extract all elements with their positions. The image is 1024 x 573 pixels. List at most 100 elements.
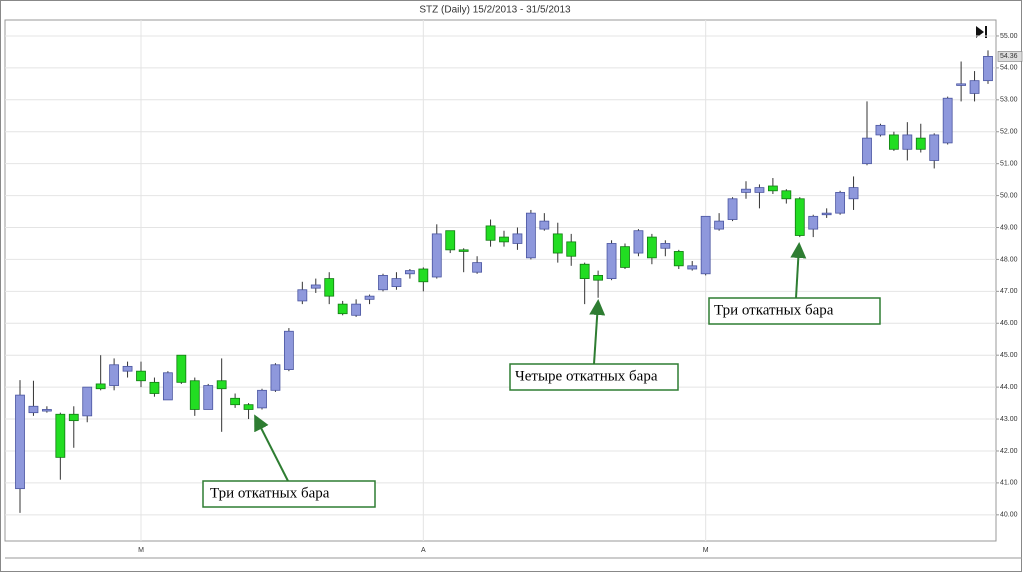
candle-body — [969, 80, 980, 94]
candle-body — [176, 354, 187, 383]
candle-body — [458, 249, 469, 252]
chart-title: STZ (Daily) 15/2/2013 - 31/5/2013 — [419, 5, 571, 16]
candles: 40.00 41.00 42.00 43.00 44.00 45.00 46.00 47.00… — [5, 20, 1023, 554]
candle-body — [472, 262, 483, 273]
candle-body — [283, 330, 294, 370]
candle-body — [646, 236, 657, 259]
y-tick-label: 54.00 — [1000, 65, 1018, 72]
last-price-label: 54.36 — [1000, 53, 1018, 60]
y-tick-label: 50.00 — [1000, 192, 1018, 199]
candle-body — [579, 263, 590, 279]
price-tag — [997, 51, 1023, 62]
candle-body — [203, 385, 214, 410]
candle-body — [297, 289, 308, 302]
candle-body — [82, 386, 93, 417]
y-tick-label: 53.00 — [1000, 97, 1018, 104]
candle-body — [378, 274, 388, 291]
candle-body — [781, 190, 792, 200]
candle-body — [902, 134, 913, 150]
annotation-text: Четыре откатных бара — [515, 368, 658, 384]
y-tick-label: 42.00 — [1000, 448, 1018, 455]
candle-body — [512, 233, 523, 244]
candle-body — [794, 198, 805, 236]
annotation-box — [708, 297, 881, 325]
candle-body — [808, 215, 819, 230]
candle-body — [136, 370, 146, 382]
arrow — [790, 242, 807, 299]
candle-body — [929, 134, 940, 161]
y-tick-label: 40.00 — [1000, 512, 1018, 519]
candle-body — [68, 413, 79, 422]
candle-body — [741, 188, 751, 193]
end-button[interactable] — [976, 26, 987, 38]
candle-body — [915, 137, 926, 150]
candle-body — [28, 405, 39, 414]
candle-body — [767, 185, 778, 192]
candle-body — [539, 220, 550, 230]
end-icon — [976, 26, 984, 38]
candle-body — [862, 137, 872, 165]
candle-body — [983, 55, 993, 82]
candle-body — [620, 246, 630, 268]
y-tick-label: 47.00 — [1000, 288, 1018, 295]
candle-body — [270, 364, 281, 391]
candle-body — [216, 380, 227, 390]
x-tick-label: A — [421, 547, 426, 554]
candle-body — [162, 372, 173, 401]
candle-body — [942, 97, 953, 144]
annotation: Четыре откатных бара — [509, 299, 679, 391]
candle-body — [324, 278, 335, 297]
y-tick-label: 49.00 — [1000, 224, 1018, 231]
candle-body — [700, 215, 711, 275]
candle-body — [714, 220, 725, 230]
candle-body — [848, 187, 859, 200]
y-tick-label: 41.00 — [1000, 480, 1018, 487]
annotation-box — [202, 480, 376, 508]
candle-body — [606, 243, 617, 279]
candle-body — [404, 270, 415, 275]
candle-body — [122, 365, 133, 372]
candle-body — [660, 243, 671, 249]
arrow — [254, 414, 289, 482]
candle-body — [431, 233, 442, 278]
candle-body — [445, 230, 456, 251]
y-tick-label: 51.00 — [1000, 161, 1018, 168]
candle-body — [525, 212, 536, 259]
y-tick-label: 48.00 — [1000, 256, 1018, 263]
candle-body — [673, 251, 684, 267]
candle-body — [149, 381, 160, 394]
y-tick-label: 55.00 — [1000, 33, 1018, 40]
x-tick-label: M — [138, 547, 144, 554]
annotation: Три откатных бара — [202, 414, 376, 508]
candle-body — [257, 389, 267, 409]
candle-body — [727, 198, 738, 220]
candle-body — [189, 380, 200, 410]
candle-body — [418, 268, 429, 283]
candle-body — [566, 241, 577, 257]
end-icon-bar — [985, 26, 987, 38]
candle-body — [593, 274, 604, 281]
candle-body — [95, 383, 106, 390]
candle-body — [821, 212, 832, 216]
candle-body — [15, 394, 25, 490]
candle-body — [337, 303, 348, 315]
annotation-text: Три откатных бара — [210, 485, 330, 501]
plot-area — [4, 19, 997, 542]
candle-body — [499, 236, 509, 243]
y-tick-label: 52.00 — [1000, 129, 1018, 136]
y-tick-label: 43.00 — [1000, 416, 1018, 423]
y-tick-label: 44.00 — [1000, 384, 1018, 391]
arrow — [589, 299, 606, 365]
candle-body — [364, 295, 375, 300]
candle-body — [109, 364, 120, 386]
candle-body — [310, 284, 321, 289]
candle-body — [552, 233, 563, 254]
x-tick-label: M — [703, 547, 709, 554]
candle-body — [888, 134, 899, 150]
candle-body — [243, 404, 254, 410]
candle-body — [230, 397, 241, 406]
candle-body — [875, 124, 886, 136]
